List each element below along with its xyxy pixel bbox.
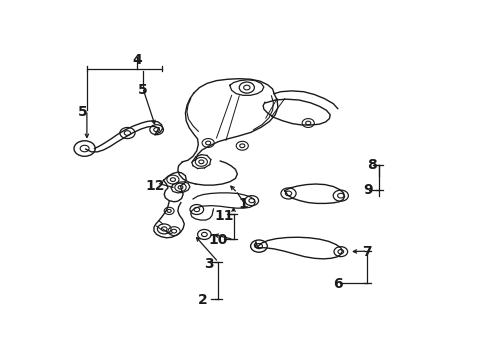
Text: 6: 6: [332, 277, 342, 291]
Text: 5: 5: [138, 83, 147, 97]
Text: 8: 8: [366, 158, 376, 172]
Text: 5: 5: [78, 105, 88, 120]
Text: 3: 3: [203, 257, 213, 271]
Text: 10: 10: [208, 233, 227, 247]
Text: 7: 7: [362, 245, 371, 258]
Text: 11: 11: [214, 210, 233, 224]
Text: 2: 2: [198, 293, 208, 307]
Text: 12: 12: [145, 179, 164, 193]
Text: 9: 9: [363, 183, 372, 197]
Text: 4: 4: [132, 53, 142, 67]
Text: 1: 1: [238, 197, 247, 211]
